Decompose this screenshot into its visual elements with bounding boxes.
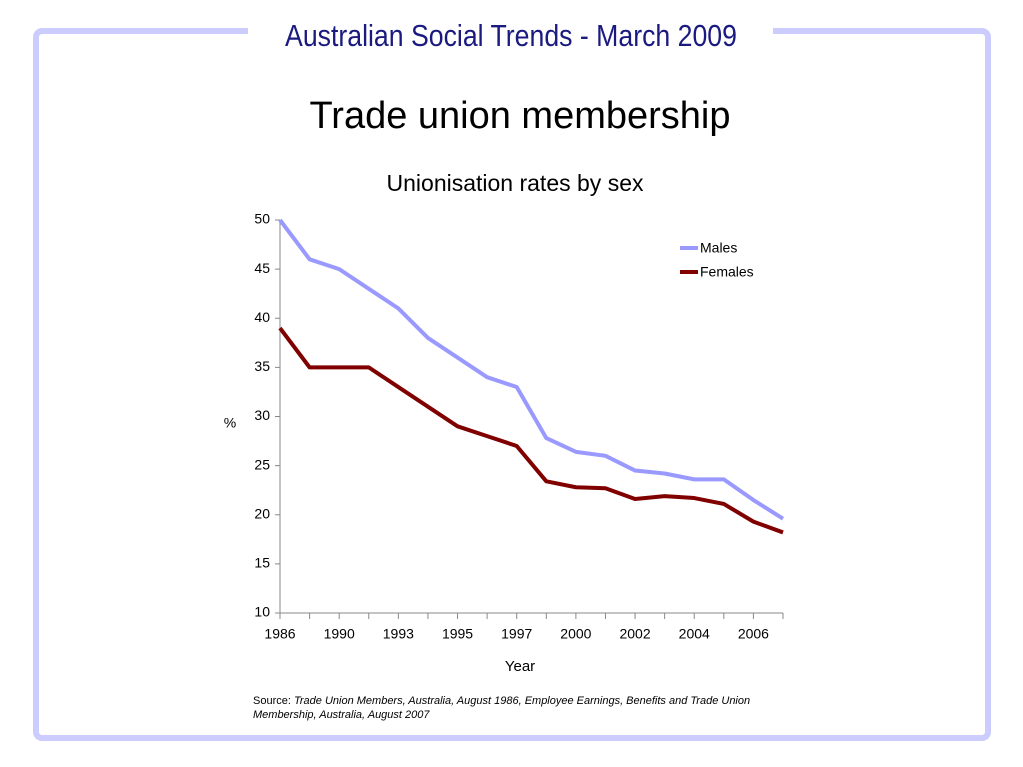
- header: Australian Social Trends - March 2009: [285, 19, 737, 53]
- x-tick-label: 1986: [264, 626, 295, 642]
- header-gap: [248, 15, 773, 49]
- legend-label: Females: [700, 264, 754, 280]
- source-note: Source: Trade Union Members, Australia, …: [253, 694, 798, 722]
- chart-title: Unionisation rates by sex: [387, 170, 644, 196]
- y-tick-label: 20: [254, 505, 270, 521]
- legend-label: Males: [700, 240, 737, 256]
- x-tick-label: 1990: [324, 626, 355, 642]
- series-line: [278, 218, 785, 521]
- y-tick-label: 35: [254, 358, 270, 374]
- x-tick-label: 2004: [679, 626, 710, 642]
- x-tick-label: 2002: [619, 626, 650, 642]
- slide-title: Trade union membership: [309, 95, 730, 137]
- x-tick-label: 1993: [383, 626, 414, 642]
- source-label: Source:: [253, 695, 291, 707]
- y-tick-label: 25: [254, 456, 270, 472]
- y-axis-label: %: [224, 415, 236, 431]
- y-tick-label: 30: [254, 407, 270, 423]
- y-tick-label: 15: [254, 555, 270, 571]
- y-tick-label: 50: [254, 211, 270, 227]
- series-line: [278, 326, 784, 535]
- source-text: Trade Union Members, Australia, August 1…: [253, 695, 751, 721]
- x-tick-label: 1997: [501, 626, 532, 642]
- x-tick-label: 1995: [442, 626, 473, 642]
- y-tick-label: 40: [254, 309, 270, 325]
- x-axis-label: Year: [505, 658, 535, 675]
- y-tick-label: 10: [254, 604, 270, 620]
- y-tick-label: 45: [254, 260, 270, 276]
- x-tick-label: 2000: [560, 626, 591, 642]
- x-tick-label: 2006: [738, 626, 769, 642]
